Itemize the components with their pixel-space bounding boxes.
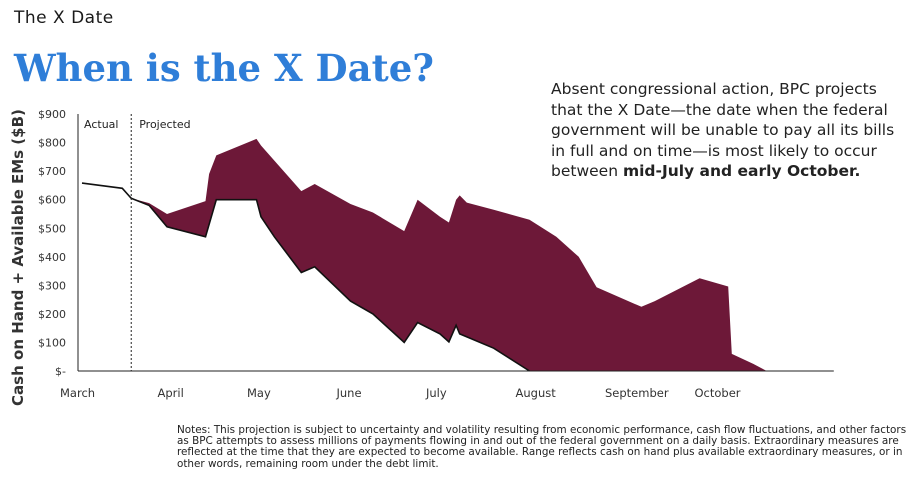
y-tick-label: $600	[38, 194, 66, 207]
page-title: When is the X Date?	[14, 46, 434, 90]
actual-line	[81, 182, 132, 199]
x-tick-label: September	[605, 386, 669, 400]
y-tick-label: $200	[38, 308, 66, 321]
x-tick-label: June	[336, 386, 362, 400]
summary-text: Absent congressional action, BPC project…	[551, 80, 895, 180]
y-tick-label: $100	[38, 336, 66, 349]
y-tick-label: $900	[38, 108, 66, 121]
y-tick-label: $700	[38, 165, 66, 178]
section-label: The X Date	[14, 8, 114, 28]
projection-range-layer	[131, 138, 767, 371]
lower-bound-line-layer	[81, 182, 530, 372]
x-date-summary: Absent congressional action, BPC project…	[551, 79, 901, 182]
y-tick-label: $-	[55, 365, 66, 378]
chart-notes: Notes: This projection is subject to unc…	[177, 424, 907, 470]
projected-label: Projected	[139, 118, 190, 131]
x-tick-label: March	[60, 386, 95, 400]
x-tick-label: August	[516, 386, 557, 400]
x-tick-label: July	[425, 386, 447, 400]
y-tick-label: $800	[38, 137, 66, 150]
summary-highlight: mid-July and early October.	[622, 162, 861, 180]
actual-label: Actual	[84, 118, 118, 131]
axes-layer	[77, 114, 834, 372]
projection-range-area	[131, 138, 767, 371]
y-tick-labels: $- $100 $200 $300 $400 $500 $600 $700 $800 $900	[38, 108, 66, 378]
lower-bound-line	[130, 197, 530, 372]
x-tick-labels: March April May June July August September Octo…	[60, 386, 741, 400]
x-tick-label: May	[247, 386, 271, 400]
x-tick-label: October	[695, 386, 741, 400]
y-axis-label: Cash on Hand + Available EMs ($B)	[9, 109, 27, 406]
y-tick-label: $500	[38, 222, 66, 235]
x-tick-label: April	[158, 386, 184, 400]
y-tick-label: $400	[38, 251, 66, 264]
y-tick-label: $300	[38, 279, 66, 292]
